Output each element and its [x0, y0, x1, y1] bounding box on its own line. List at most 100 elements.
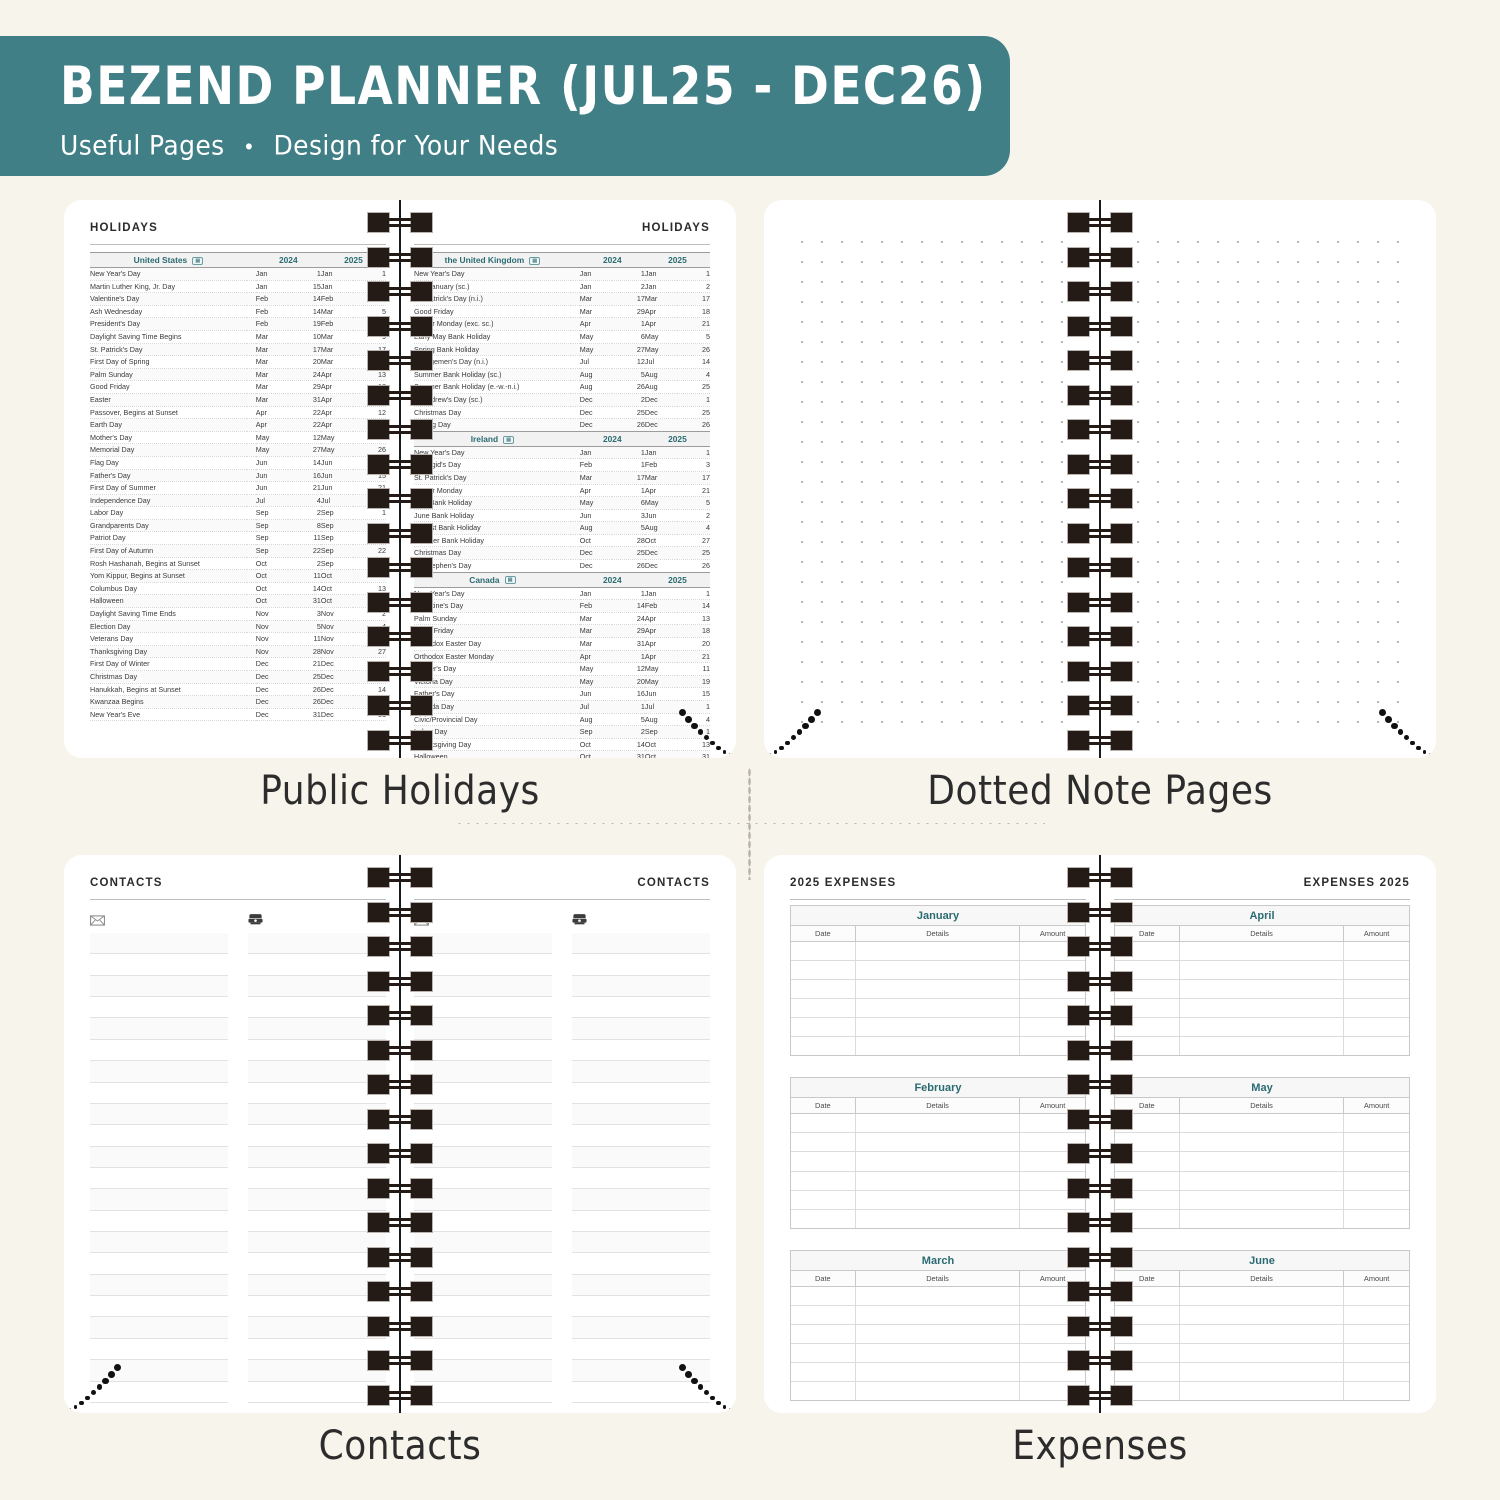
expense-amount-cell[interactable] [1344, 1325, 1409, 1343]
expense-details-cell[interactable] [1180, 961, 1345, 980]
contacts-entry-line[interactable] [414, 954, 552, 976]
expense-date-cell[interactable] [791, 1152, 856, 1171]
contacts-entry-line[interactable] [90, 1360, 228, 1382]
expense-amount-cell[interactable] [1344, 1382, 1409, 1400]
contacts-entry-line[interactable] [248, 1274, 386, 1297]
expense-details-cell[interactable] [1180, 1171, 1345, 1190]
contacts-entry-line[interactable] [572, 1146, 710, 1168]
expense-details-cell[interactable] [856, 1190, 1021, 1209]
expense-date-cell[interactable] [791, 1286, 856, 1305]
expense-details-cell[interactable] [1180, 1324, 1345, 1343]
expense-row[interactable] [791, 1018, 1085, 1038]
expense-row[interactable] [791, 1171, 1085, 1191]
expense-amount-cell[interactable] [1020, 1172, 1085, 1190]
expense-row[interactable] [1115, 999, 1409, 1019]
contacts-entry-line[interactable] [90, 1061, 228, 1083]
expense-amount-cell[interactable] [1344, 942, 1409, 960]
expense-details-cell[interactable] [856, 961, 1021, 980]
expense-row[interactable] [1115, 980, 1409, 1000]
contacts-entry-line[interactable] [90, 997, 228, 1019]
expense-date-cell[interactable] [1115, 1343, 1180, 1362]
contacts-entry-line[interactable] [572, 933, 710, 955]
expense-amount-cell[interactable] [1344, 1210, 1409, 1228]
expense-row[interactable] [1115, 942, 1409, 962]
contacts-entry-line[interactable] [248, 1168, 386, 1190]
expense-date-cell[interactable] [1115, 1324, 1180, 1343]
expense-row[interactable] [791, 1133, 1085, 1153]
expense-amount-cell[interactable] [1344, 1114, 1409, 1132]
expense-details-cell[interactable] [856, 1381, 1021, 1401]
expense-date-cell[interactable] [1115, 1190, 1180, 1209]
contacts-entry-line[interactable] [414, 1360, 552, 1382]
expense-row[interactable] [791, 1381, 1085, 1401]
expense-details-cell[interactable] [856, 1286, 1021, 1305]
contacts-entry-line[interactable] [248, 1339, 386, 1361]
contacts-entry-line[interactable] [414, 1146, 552, 1168]
expense-amount-cell[interactable] [1020, 1018, 1085, 1036]
contacts-entry-line[interactable] [572, 975, 710, 998]
contacts-entry-line[interactable] [572, 1253, 710, 1275]
contacts-entry-line[interactable] [414, 1274, 552, 1297]
expense-date-cell[interactable] [791, 1114, 856, 1133]
expense-amount-cell[interactable] [1020, 1325, 1085, 1343]
expense-amount-cell[interactable] [1344, 1363, 1409, 1381]
contacts-entry-line[interactable] [90, 1339, 228, 1361]
contacts-entry-line[interactable] [414, 975, 552, 998]
expense-row[interactable] [1115, 1190, 1409, 1210]
contacts-entry-line[interactable] [90, 1253, 228, 1275]
expense-date-cell[interactable] [791, 1209, 856, 1228]
expense-date-cell[interactable] [791, 961, 856, 980]
expense-row[interactable] [1115, 1114, 1409, 1134]
contacts-entry-line[interactable] [414, 997, 552, 1019]
contacts-entry-line[interactable] [248, 1189, 386, 1211]
expense-details-cell[interactable] [856, 1305, 1021, 1324]
contacts-entry-line[interactable] [248, 1018, 386, 1040]
expense-date-cell[interactable] [1115, 1114, 1180, 1133]
contacts-entry-line[interactable] [414, 1018, 552, 1040]
expense-amount-cell[interactable] [1020, 1382, 1085, 1400]
expense-details-cell[interactable] [856, 1152, 1021, 1171]
expense-row[interactable] [1115, 1018, 1409, 1038]
expense-amount-cell[interactable] [1344, 1287, 1409, 1305]
expense-row[interactable] [1115, 1305, 1409, 1325]
expense-date-cell[interactable] [791, 1037, 856, 1056]
contacts-entry-line[interactable] [572, 1360, 710, 1382]
contacts-entry-line[interactable] [90, 1189, 228, 1211]
expense-amount-cell[interactable] [1344, 980, 1409, 998]
expense-details-cell[interactable] [1180, 999, 1345, 1018]
expense-row[interactable] [791, 961, 1085, 981]
expense-details-cell[interactable] [856, 1171, 1021, 1190]
contacts-entry-line[interactable] [572, 1103, 710, 1126]
expense-details-cell[interactable] [1180, 1362, 1345, 1381]
contacts-entry-line[interactable] [248, 1253, 386, 1275]
expense-date-cell[interactable] [791, 1133, 856, 1152]
expense-date-cell[interactable] [791, 1018, 856, 1037]
contacts-entry-line[interactable] [248, 933, 386, 955]
expense-date-cell[interactable] [1115, 980, 1180, 999]
expense-date-cell[interactable] [791, 1381, 856, 1401]
expense-row[interactable] [791, 1152, 1085, 1172]
expense-row[interactable] [1115, 1037, 1409, 1056]
expense-amount-cell[interactable] [1020, 1037, 1085, 1055]
contacts-entry-line[interactable] [414, 1339, 552, 1361]
contacts-entry-line[interactable] [248, 1296, 386, 1318]
contacts-entry-line[interactable] [414, 1061, 552, 1083]
expense-details-cell[interactable] [1180, 1037, 1345, 1056]
expense-details-cell[interactable] [856, 1114, 1021, 1133]
contacts-entry-line[interactable] [90, 1274, 228, 1297]
expense-amount-cell[interactable] [1020, 942, 1085, 960]
expense-row[interactable] [1115, 1381, 1409, 1401]
contacts-entry-line[interactable] [90, 1296, 228, 1318]
expense-amount-cell[interactable] [1344, 1018, 1409, 1036]
contacts-entry-line[interactable] [414, 1382, 552, 1403]
expense-row[interactable] [791, 1114, 1085, 1134]
expense-row[interactable] [791, 1305, 1085, 1325]
contacts-entry-line[interactable] [414, 1168, 552, 1190]
contacts-entry-line[interactable] [572, 1040, 710, 1062]
expense-amount-cell[interactable] [1344, 1344, 1409, 1362]
contacts-entry-line[interactable] [572, 1168, 710, 1190]
expense-details-cell[interactable] [1180, 1190, 1345, 1209]
expense-row[interactable] [1115, 1133, 1409, 1153]
contacts-entry-line[interactable] [248, 1360, 386, 1382]
expense-details-cell[interactable] [1180, 980, 1345, 999]
